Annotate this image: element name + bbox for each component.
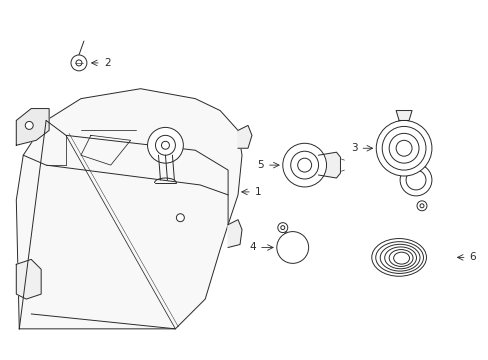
- Text: 4: 4: [249, 243, 255, 252]
- Text: 2: 2: [103, 58, 110, 68]
- Polygon shape: [238, 125, 251, 148]
- Ellipse shape: [371, 239, 426, 276]
- Circle shape: [375, 121, 431, 176]
- Circle shape: [176, 214, 184, 222]
- Polygon shape: [227, 220, 242, 247]
- Polygon shape: [16, 260, 41, 299]
- Text: 1: 1: [254, 187, 261, 197]
- Circle shape: [282, 143, 326, 187]
- Circle shape: [25, 121, 33, 129]
- Circle shape: [416, 201, 426, 211]
- Text: 5: 5: [257, 160, 264, 170]
- Polygon shape: [395, 111, 411, 121]
- Circle shape: [399, 164, 431, 196]
- Text: 3: 3: [350, 143, 357, 153]
- Polygon shape: [318, 152, 340, 178]
- Circle shape: [276, 231, 308, 264]
- Circle shape: [71, 55, 87, 71]
- Circle shape: [147, 127, 183, 163]
- Circle shape: [277, 223, 287, 233]
- Polygon shape: [16, 109, 49, 145]
- Text: 6: 6: [469, 252, 475, 262]
- Polygon shape: [16, 89, 242, 329]
